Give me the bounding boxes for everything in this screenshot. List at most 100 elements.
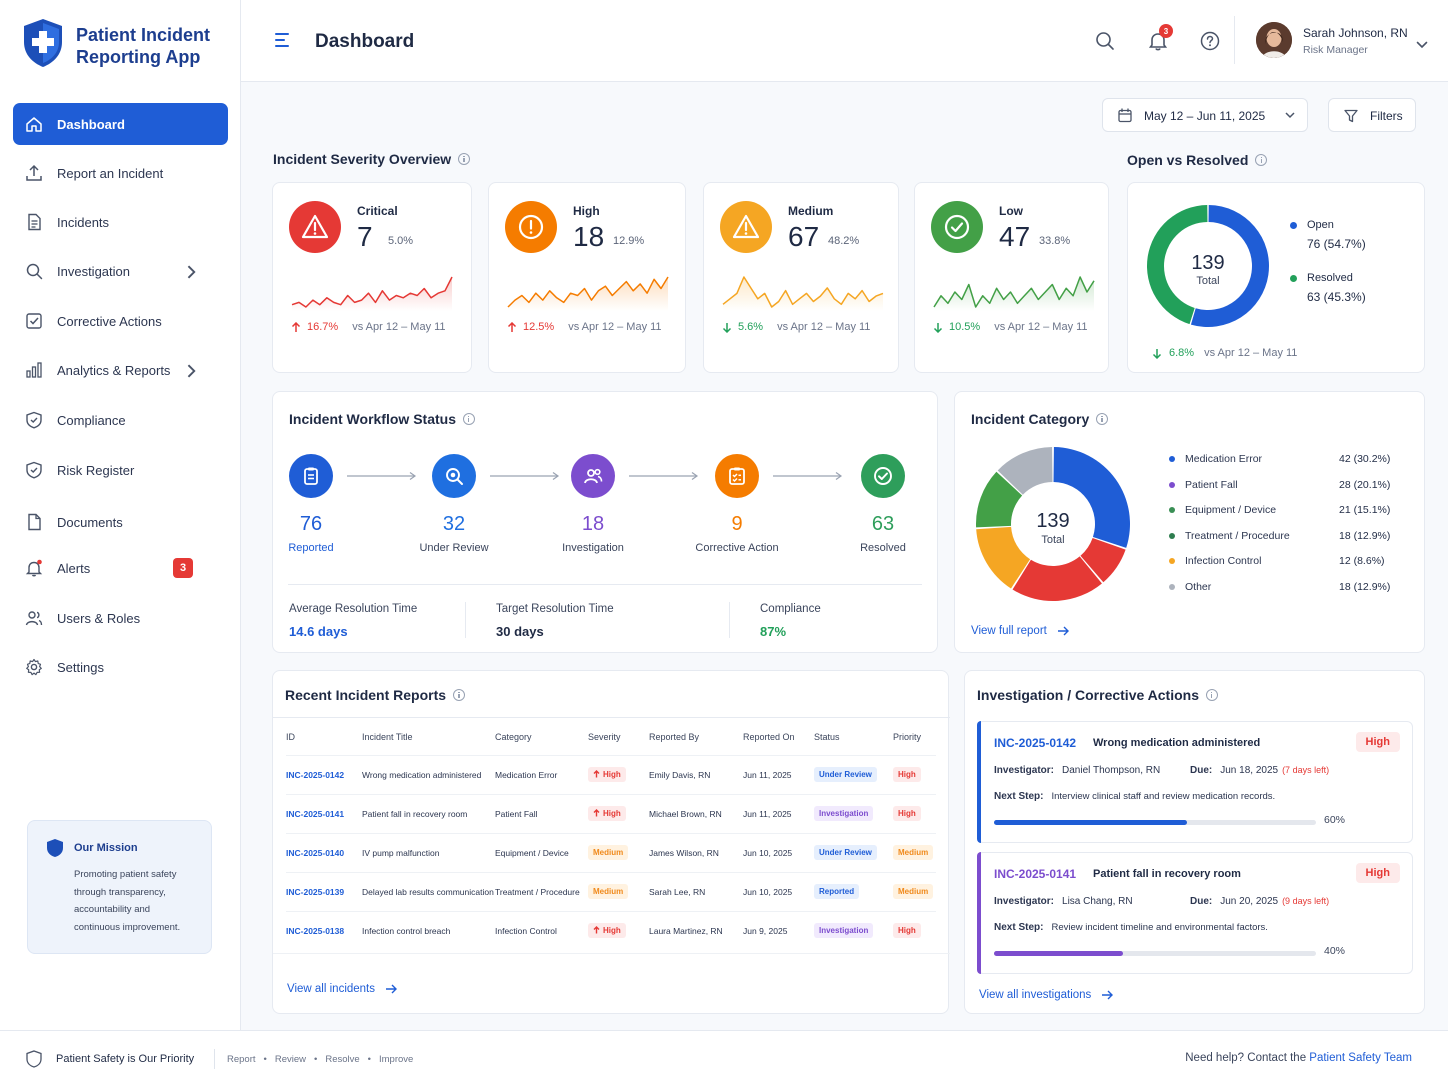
- help-contact-link[interactable]: Patient Safety Team: [1309, 1052, 1412, 1064]
- workflow-step-label: Corrective Action: [695, 542, 779, 554]
- severity-badge: High: [588, 767, 626, 782]
- incident-id[interactable]: INC-2025-0139: [286, 871, 362, 911]
- sidebar-item-compliance[interactable]: Compliance: [13, 399, 228, 441]
- info-icon[interactable]: [458, 153, 471, 165]
- info-icon[interactable]: [1255, 154, 1268, 166]
- search-icon[interactable]: [1095, 31, 1115, 51]
- sidebar-item-users-roles[interactable]: Users & Roles: [13, 597, 228, 639]
- sidebar-item-analytics-reports[interactable]: Analytics & Reports: [13, 349, 228, 391]
- status-cell: Under Review: [814, 754, 893, 794]
- recent-reports-table: ID Incident Title Category Severity Reported…: [286, 719, 936, 950]
- table-row[interactable]: INC-2025-0141 Patient fall in recovery ro…: [286, 793, 936, 833]
- sidebar-item-alerts[interactable]: Alerts 3: [13, 547, 228, 589]
- help-icon[interactable]: [1200, 31, 1220, 51]
- category-legend-item[interactable]: Treatment / Procedure 18 (12.9%): [1169, 529, 1395, 543]
- investigation-id[interactable]: INC-2025-0141: [994, 867, 1077, 881]
- sidebar-item-settings[interactable]: Settings: [13, 646, 228, 688]
- investigation-card[interactable]: INC-2025-0142 Wrong medication administer…: [977, 721, 1413, 843]
- view-full-report-link[interactable]: View full report: [971, 625, 1069, 637]
- workflow-step-reported-icon[interactable]: [289, 454, 333, 498]
- brand-line-1: Patient Incident: [76, 25, 211, 45]
- donut-segment-2[interactable]: [1012, 556, 1102, 601]
- table-row[interactable]: INC-2025-0142 Wrong medication administer…: [286, 754, 936, 794]
- workflow-step-investigation-icon[interactable]: [571, 454, 615, 498]
- investigation-id[interactable]: INC-2025-0142: [994, 736, 1077, 750]
- footer-step[interactable]: Resolve: [325, 1054, 360, 1065]
- incident-id[interactable]: INC-2025-0140: [286, 832, 362, 872]
- sidebar-item-incidents[interactable]: Incidents: [13, 201, 228, 243]
- workflow-step-corrective-action-icon[interactable]: [715, 454, 759, 498]
- column-header[interactable]: Status: [814, 731, 840, 742]
- info-icon[interactable]: [1096, 413, 1109, 425]
- legend-value: 12 (8.6%): [1339, 555, 1385, 568]
- workflow-arrow-icon: [347, 472, 417, 480]
- column-header[interactable]: Severity: [588, 731, 621, 742]
- severity-card-medium[interactable]: Medium 67 48.2% 5.6% vs Apr 12 – May 11: [703, 182, 899, 373]
- filters-button[interactable]: Filters: [1328, 98, 1416, 132]
- arrow-down-icon: [1152, 348, 1162, 359]
- category-legend-item[interactable]: Equipment / Device 21 (15.1%): [1169, 503, 1395, 517]
- table-row[interactable]: INC-2025-0139 Delayed lab results communi…: [286, 871, 936, 911]
- severity-text: High: [603, 770, 621, 779]
- workflow-step-count: 9: [731, 513, 743, 535]
- category-legend-item[interactable]: Patient Fall 28 (20.1%): [1169, 478, 1395, 492]
- info-icon[interactable]: [462, 413, 475, 425]
- table-row[interactable]: INC-2025-0138 Infection control breach Inf…: [286, 910, 936, 950]
- hamburger-menu-icon[interactable]: [275, 33, 291, 47]
- view-all-incidents-link[interactable]: View all incidents: [287, 983, 398, 995]
- category-legend-item[interactable]: Other 18 (12.9%): [1169, 580, 1395, 594]
- column-header[interactable]: Reported On: [743, 731, 795, 742]
- incident-id[interactable]: INC-2025-0142: [286, 754, 362, 794]
- date-range-value: May 12 – Jun 11, 2025: [1144, 109, 1266, 123]
- category-donut: [976, 447, 1130, 601]
- sidebar-item-corrective-actions[interactable]: Corrective Actions: [13, 300, 228, 342]
- table-row[interactable]: INC-2025-0140 IV pump malfunction Equipmen…: [286, 832, 936, 872]
- category-legend-item[interactable]: Medication Error 42 (30.2%): [1169, 452, 1395, 466]
- arrow-up-icon: [507, 321, 517, 332]
- severity-card-critical[interactable]: Critical 7 5.0% 16.7% vs Apr 12 – May 11: [272, 182, 472, 373]
- footer-step[interactable]: Report: [227, 1054, 256, 1065]
- date-range-picker[interactable]: May 12 – Jun 11, 2025: [1102, 98, 1308, 132]
- incident-id[interactable]: INC-2025-0138: [286, 910, 362, 950]
- info-icon[interactable]: [453, 689, 466, 701]
- incident-id[interactable]: INC-2025-0141: [286, 793, 362, 833]
- info-icon[interactable]: [1205, 689, 1218, 701]
- workflow-step-under-review-icon[interactable]: [432, 454, 476, 498]
- user-name[interactable]: Sarah Johnson, RN: [1303, 26, 1408, 40]
- sidebar-item-risk-register[interactable]: Risk Register: [13, 449, 228, 491]
- notifications-bell-icon[interactable]: 3: [1147, 24, 1173, 52]
- donut-segment-0[interactable]: [1053, 447, 1130, 548]
- donut-segment-4[interactable]: [976, 471, 1023, 528]
- footer-step[interactable]: Review: [274, 1054, 306, 1065]
- incident-severity-cell: Medium: [588, 832, 649, 872]
- donut-segment-1[interactable]: [1147, 205, 1208, 325]
- severity-percent: 5.0%: [388, 235, 414, 247]
- sidebar-item-dashboard[interactable]: Dashboard: [13, 103, 228, 145]
- workflow-step-count: 32: [442, 513, 466, 535]
- incident-category: Medication Error: [495, 754, 588, 794]
- column-header[interactable]: ID: [286, 731, 295, 742]
- severity-card-low[interactable]: Low 47 33.8% 10.5% vs Apr 12 – May 11: [914, 182, 1109, 373]
- column-header[interactable]: Reported By: [649, 731, 700, 742]
- user-menu-chevron-down-icon[interactable]: [1416, 36, 1428, 49]
- donut-segment-3[interactable]: [976, 526, 1031, 589]
- column-header[interactable]: Priority: [893, 731, 922, 742]
- sidebar-item-documents[interactable]: Documents: [13, 501, 228, 543]
- sidebar-item-investigation[interactable]: Investigation: [13, 250, 228, 292]
- sidebar-item-report-an-incident[interactable]: Report an Incident: [13, 152, 228, 194]
- user-avatar[interactable]: [1256, 22, 1292, 58]
- donut-segment-0[interactable]: [1190, 205, 1269, 327]
- workflow-step-resolved-icon[interactable]: [861, 454, 905, 498]
- investigation-card[interactable]: INC-2025-0141 Patient fall in recovery ro…: [977, 852, 1413, 974]
- column-header[interactable]: Incident Title: [362, 731, 413, 742]
- footer-step[interactable]: Improve: [378, 1054, 414, 1065]
- severity-card-high[interactable]: High 18 12.9% 12.5% vs Apr 12 – May 11: [488, 182, 686, 373]
- donut-segment-5[interactable]: [997, 447, 1053, 495]
- donut-segment-1[interactable]: [1080, 537, 1126, 583]
- view-all-investigations-link[interactable]: View all investigations: [979, 989, 1114, 1001]
- severity-sparkline: [507, 276, 669, 311]
- priority-badge: Medium: [893, 884, 934, 899]
- column-header[interactable]: Category: [495, 731, 532, 742]
- category-legend-item[interactable]: Infection Control 12 (8.6%): [1169, 554, 1395, 568]
- legend-dot: [1290, 274, 1297, 282]
